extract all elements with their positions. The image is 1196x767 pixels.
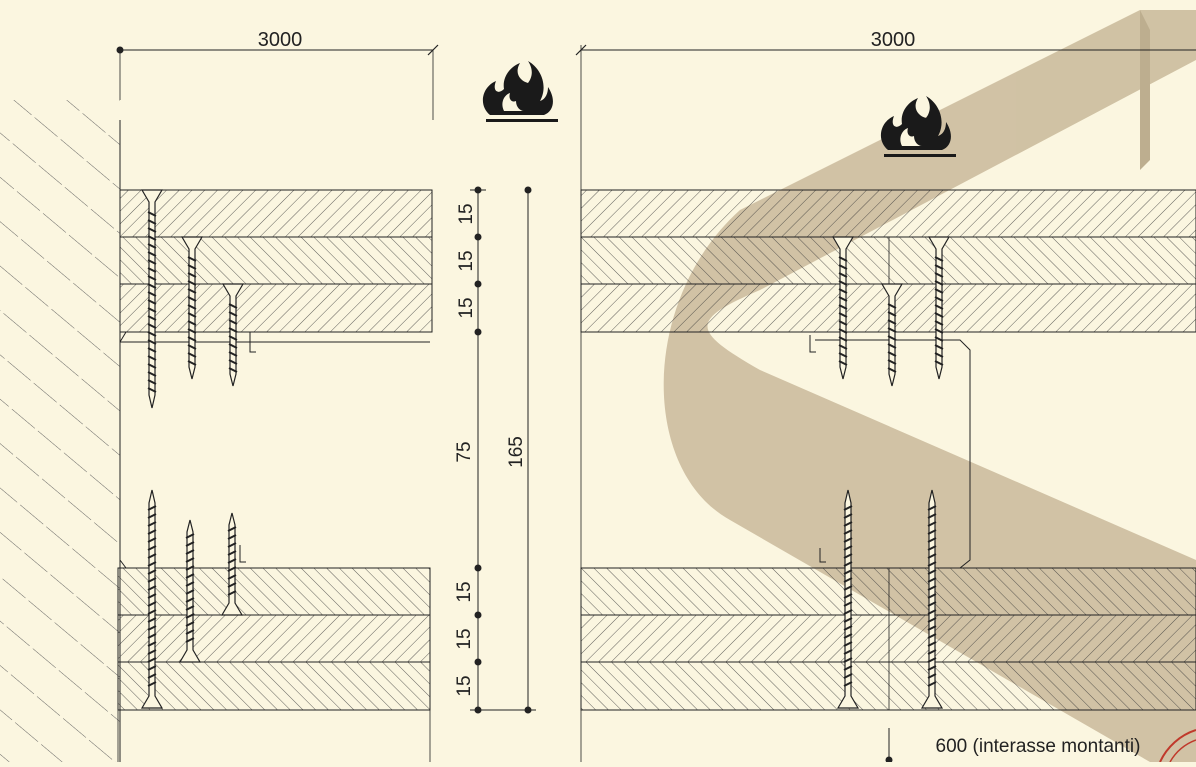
board-layer <box>117 661 431 711</box>
board-thickness-label: 15 <box>454 675 475 696</box>
total-thickness-label: 165 <box>506 436 527 468</box>
board-layer <box>580 567 1196 616</box>
board-layer <box>119 236 433 285</box>
left-detail: 3000 <box>116 29 439 762</box>
board-layer <box>580 236 1196 285</box>
certification-stamp <box>1159 729 1196 763</box>
board-layer <box>580 614 1196 663</box>
board-layer <box>580 189 1196 238</box>
left-width-label: 3000 <box>258 29 303 51</box>
board-layer <box>119 283 433 333</box>
board-layer <box>580 661 1196 711</box>
board-layer <box>119 189 433 238</box>
board-thickness-label: 15 <box>456 297 477 318</box>
stud-spacing-label: 600 (interasse montanti) <box>936 736 1141 757</box>
cavity-depth-label: 75 <box>454 441 475 462</box>
right-detail: 3000 600 (interasse montanti) <box>575 29 1196 764</box>
steel-stud-profile <box>119 331 430 569</box>
board-layer <box>117 567 431 616</box>
board-layer <box>117 614 431 663</box>
board-thickness-label: 15 <box>454 628 475 649</box>
right-width-label: 3000 <box>871 29 916 51</box>
fire-icon <box>482 61 558 122</box>
thickness-dimensions: 15 15 15 75 165 15 15 15 <box>454 186 536 714</box>
wall-section-hatch <box>0 100 120 762</box>
board-thickness-label: 15 <box>456 250 477 271</box>
board-thickness-label: 15 <box>456 203 477 224</box>
board-thickness-label: 15 <box>454 581 475 602</box>
